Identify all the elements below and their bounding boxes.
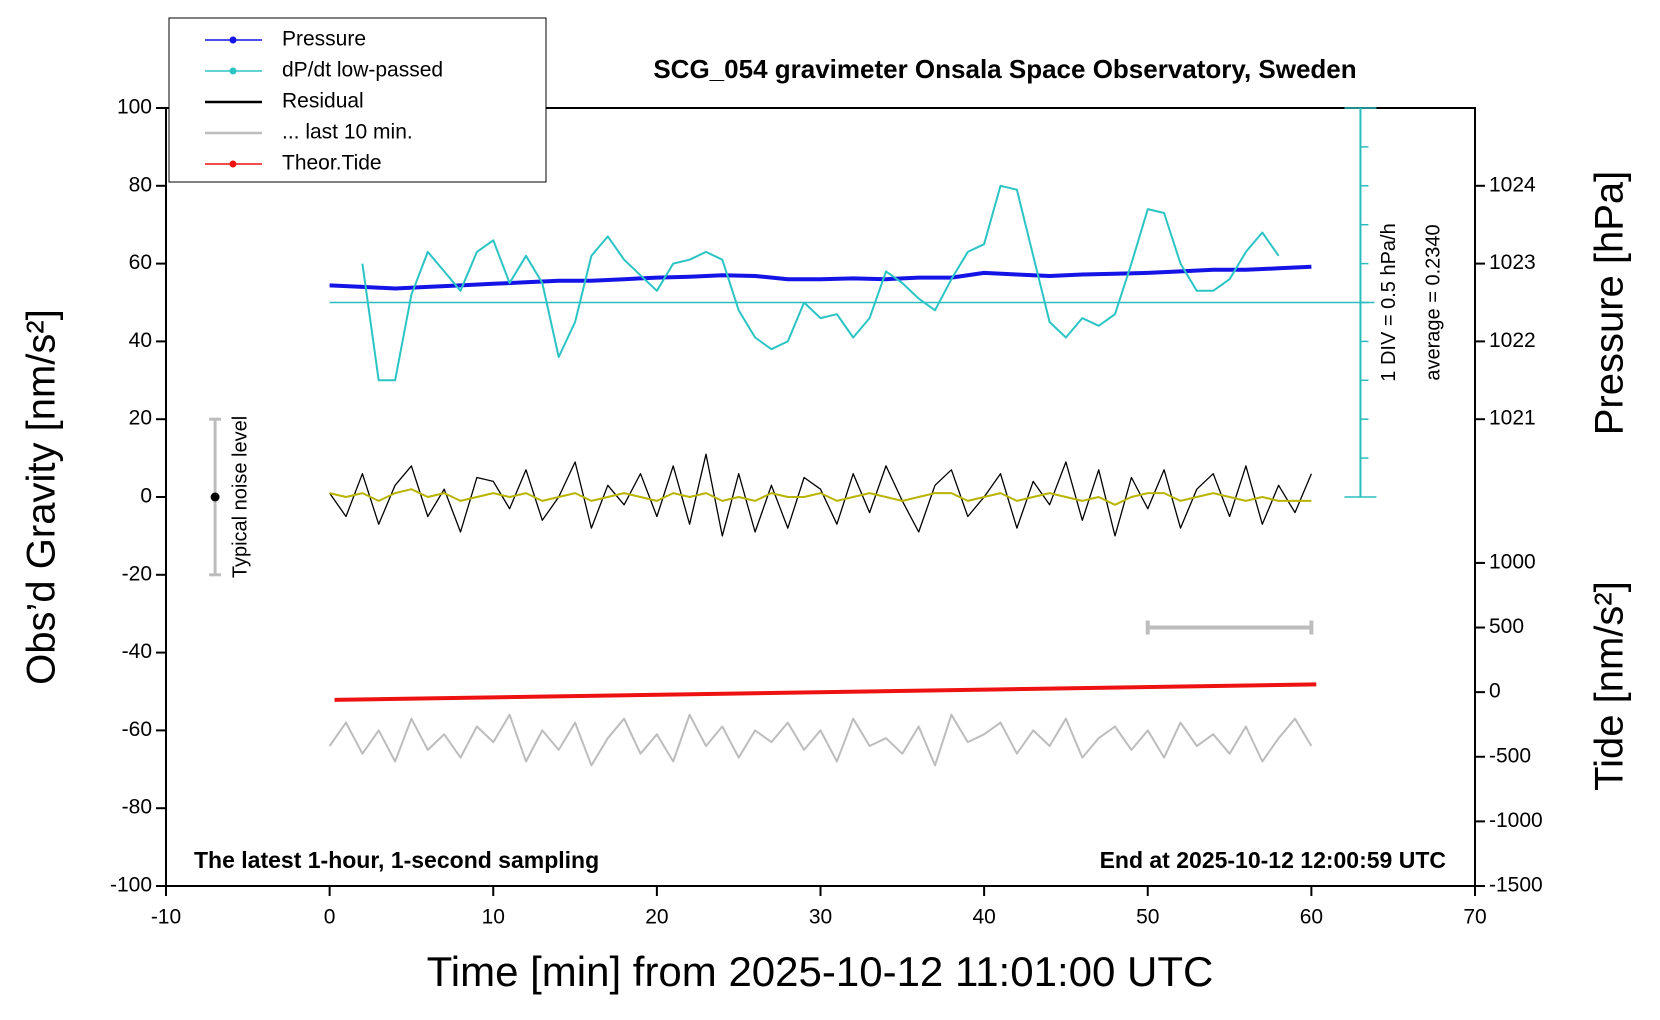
y3-axis-label: Tide [nm/s²] xyxy=(1588,581,1632,791)
legend-label: dP/dt low-passed xyxy=(282,59,443,82)
y-tick-label: 100 xyxy=(117,96,152,119)
x-tick-label: 70 xyxy=(1463,906,1486,929)
x-tick-label: 10 xyxy=(482,906,505,929)
y-tick-label: 20 xyxy=(129,407,152,430)
y-tick-label: -80 xyxy=(122,796,152,819)
legend: Pressure dP/dt low-passed Residual ... last… xyxy=(168,17,547,183)
legend-marker xyxy=(229,36,237,44)
x-tick-label: 20 xyxy=(645,906,668,929)
note-right: End at 2025-10-12 12:00:59 UTC xyxy=(1100,847,1446,873)
x-axis-label: Time [min] from 2025-10-12 11:01:00 UTC xyxy=(427,948,1214,995)
y2-tick-label: 1022 xyxy=(1489,329,1536,352)
legend-label: Theor.Tide xyxy=(282,152,382,175)
y2-tick-label: 1023 xyxy=(1489,251,1536,274)
y2-tick-label: 1021 xyxy=(1489,407,1536,430)
series-line xyxy=(329,488,1312,506)
legend-label: Residual xyxy=(282,90,364,113)
y-tick-label: -100 xyxy=(110,874,152,897)
y-tick-label: 80 xyxy=(129,173,152,196)
legend-box xyxy=(168,17,547,183)
legend-label: ... last 10 min. xyxy=(282,121,413,144)
y-tick-label: -60 xyxy=(122,718,152,741)
dpdt-div-note: 1 DIV = 0.5 hPa/h xyxy=(1378,223,1400,381)
legend-label: Pressure xyxy=(282,28,366,51)
y-tick-label: -40 xyxy=(122,640,152,663)
y-axis-label: Obs’d Gravity [nm/s²] xyxy=(20,309,64,685)
y2-axis-label: Pressure [hPa] xyxy=(1588,171,1632,436)
y3-tick-label: -1000 xyxy=(1489,809,1543,832)
x-tick-label: 50 xyxy=(1136,906,1159,929)
note-left: The latest 1-hour, 1-second sampling xyxy=(194,847,599,873)
x-tick-label: -10 xyxy=(151,906,181,929)
legend-marker xyxy=(229,67,237,75)
y-tick-label: -20 xyxy=(122,562,152,585)
series-line xyxy=(329,264,1312,291)
series-line xyxy=(328,713,1313,767)
chart-title: SCG_054 gravimeter Onsala Space Observat… xyxy=(653,54,1356,84)
y-tick-label: 0 xyxy=(140,485,152,508)
y3-tick-label: 1000 xyxy=(1489,550,1536,573)
series-line xyxy=(334,682,1317,702)
series-line xyxy=(329,453,1312,537)
x-tick-label: 30 xyxy=(809,906,832,929)
y3-tick-label: -500 xyxy=(1489,744,1531,767)
noise-label: Typical noise level xyxy=(229,416,251,578)
dpdt-average-note: average = 0.2340 xyxy=(1422,224,1444,380)
x-tick-label: 40 xyxy=(972,906,995,929)
series-line xyxy=(361,184,1280,382)
y-tick-label: 40 xyxy=(129,329,152,352)
x-tick-label: 0 xyxy=(324,906,336,929)
x-tick-label: 60 xyxy=(1300,906,1323,929)
y2-tick-label: 1024 xyxy=(1489,173,1536,196)
noise-center xyxy=(210,492,220,502)
y3-tick-label: 0 xyxy=(1489,680,1501,703)
y-tick-label: 60 xyxy=(129,251,152,274)
y3-tick-label: 500 xyxy=(1489,615,1524,638)
y3-tick-label: -1500 xyxy=(1489,874,1543,897)
legend-marker xyxy=(229,160,237,168)
